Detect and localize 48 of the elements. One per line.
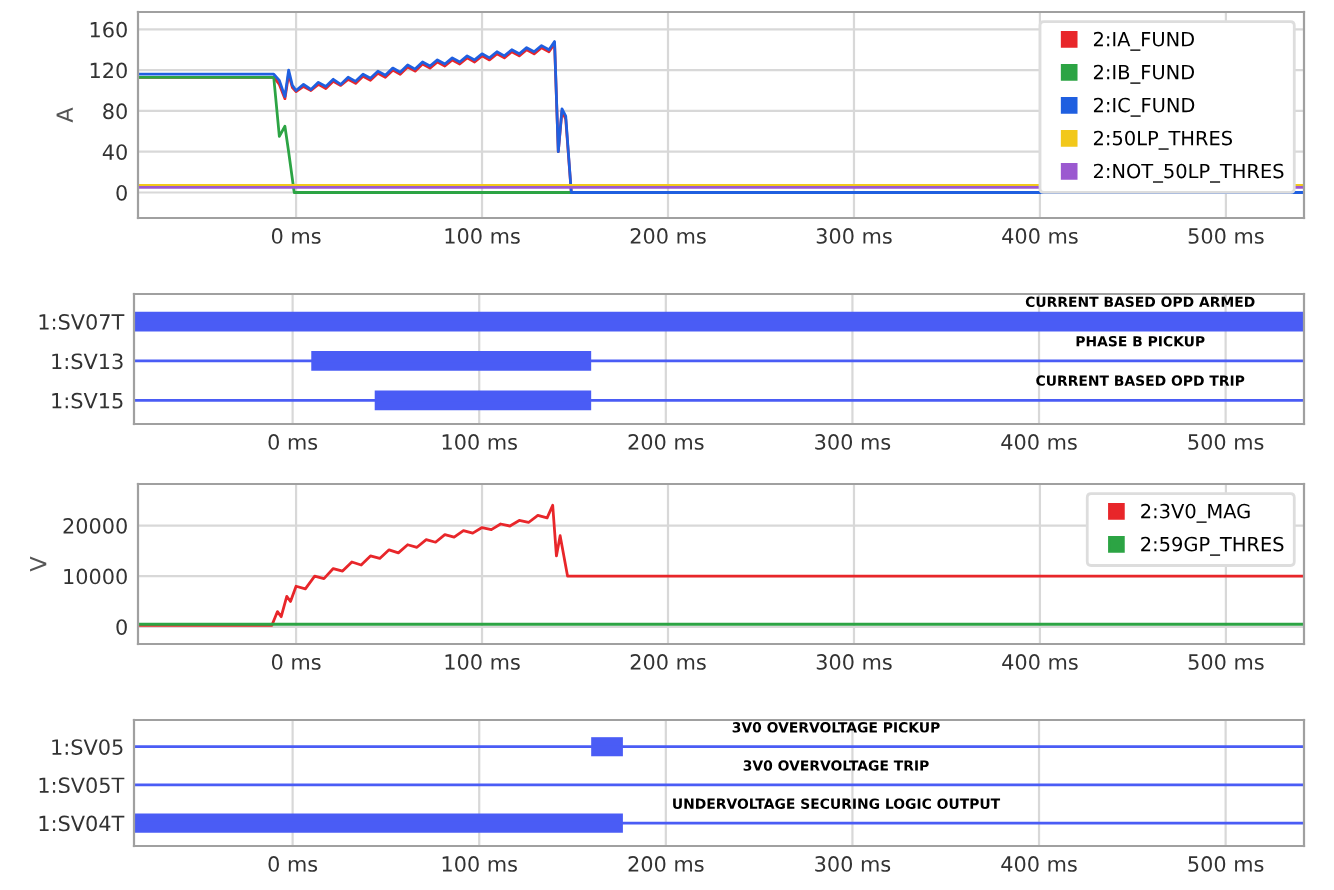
x-tick-label: 400 ms	[1002, 228, 1078, 244]
x-tick-label: 300 ms	[816, 228, 892, 244]
y-tick-label: 1:SV05	[52, 739, 123, 755]
x-tick-label: 0 ms	[268, 856, 318, 872]
x-tick-label: 200 ms	[628, 434, 704, 450]
y-tick-label: 1:SV05T	[39, 777, 125, 794]
line-series	[138, 503, 1304, 627]
x-tick-label: 100 ms	[442, 434, 517, 450]
legend-label: 2:3V0_MAG	[1141, 503, 1250, 523]
y-tick-label: 1:SV04T	[39, 815, 125, 832]
x-tick-label: 100 ms	[445, 654, 520, 670]
x-tick-label: 500 ms	[1188, 434, 1264, 450]
x-tick-label: 200 ms	[630, 654, 706, 670]
x-tick-label: 100 ms	[442, 856, 517, 872]
x-tick-label: 400 ms	[1002, 654, 1078, 670]
y-tick-label: 1:SV13	[52, 353, 123, 370]
x-tick-label: 0 ms	[271, 228, 321, 244]
x-tick-label: 400 ms	[1001, 856, 1077, 872]
y-tick-label: 80	[103, 103, 127, 120]
x-tick-label: 500 ms	[1188, 654, 1264, 670]
x-tick-label: 0 ms	[271, 654, 321, 670]
legend-label: 2:IB_FUND	[1093, 64, 1195, 84]
y-axis-title: V	[30, 556, 47, 572]
y-tick-label: 0	[116, 184, 127, 201]
x-tick-label: 0 ms	[268, 434, 318, 450]
y-tick-label: 20000	[63, 517, 127, 534]
legend-label: 2:IC_FUND	[1093, 97, 1195, 117]
x-tick-label: 300 ms	[815, 434, 891, 450]
y-tick-label: 10000	[64, 568, 127, 585]
x-tick-label: 500 ms	[1188, 228, 1264, 244]
x-tick-label: 400 ms	[1001, 434, 1077, 450]
x-tick-label: 100 ms	[445, 228, 520, 244]
x-tick-label: 200 ms	[628, 856, 704, 872]
y-tick-label: 160	[90, 21, 127, 38]
legend-label: 2:50LP_THRES	[1093, 130, 1233, 150]
x-tick-label: 300 ms	[816, 654, 892, 670]
y-tick-label: 120	[90, 62, 127, 79]
legend-label: 2:IA_FUND	[1093, 31, 1194, 51]
y-tick-label: 0	[116, 619, 127, 635]
x-tick-label: 200 ms	[630, 228, 706, 244]
x-tick-label: 300 ms	[815, 856, 891, 872]
y-axis-title: A	[56, 107, 73, 123]
legend-label: 2:59GP_THRES	[1141, 536, 1284, 556]
y-tick-label: 1:SV07T	[39, 314, 125, 330]
y-tick-label: 40	[102, 144, 127, 160]
legend-label: 2:NOT_50LP_THRES	[1093, 163, 1284, 183]
x-tick-label: 500 ms	[1188, 856, 1264, 872]
y-tick-label: 1:SV15	[52, 392, 123, 409]
